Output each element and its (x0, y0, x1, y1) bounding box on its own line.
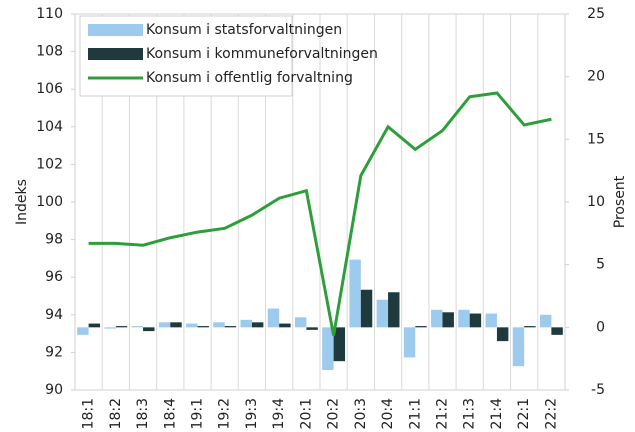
legend-swatch (88, 48, 143, 60)
bar (197, 326, 209, 328)
y-tick-label: 110 (36, 6, 63, 22)
y2-tick-label: -5 (591, 382, 605, 398)
x-tick-label: 18:3 (135, 398, 151, 429)
y2-tick-label: 20 (587, 69, 605, 85)
legend-label: Konsum i statsforvaltningen (146, 22, 342, 38)
y2-tick-label: 5 (596, 257, 605, 273)
x-tick-label: 19:3 (244, 398, 260, 429)
x-tick-label: 20:3 (353, 398, 369, 429)
bar (524, 326, 536, 328)
bar (469, 313, 482, 328)
bar (240, 319, 252, 328)
bar (333, 327, 346, 362)
bar (403, 327, 416, 358)
y-tick-label: 102 (36, 156, 63, 172)
bar (143, 327, 155, 332)
y-axis-label: Indeks (14, 179, 30, 225)
bar (158, 322, 171, 328)
y-tick-label: 100 (36, 194, 63, 210)
y-tick-label: 92 (45, 344, 63, 360)
bar (170, 322, 182, 328)
bar (415, 326, 427, 328)
x-tick-label: 21:1 (407, 398, 423, 429)
x-tick-label: 22:2 (543, 398, 559, 429)
bar (267, 308, 280, 328)
bar (294, 317, 307, 328)
bar (131, 326, 144, 328)
bar (512, 327, 525, 367)
y-tick-label: 96 (45, 269, 63, 285)
bar (306, 327, 318, 330)
bar (360, 289, 373, 328)
x-tick-label: 18:2 (108, 398, 124, 429)
bar (349, 259, 361, 328)
y-tick-label: 94 (45, 307, 63, 323)
bar (485, 313, 497, 328)
bar (104, 327, 116, 329)
y2-tick-label: 0 (596, 319, 605, 335)
bar (322, 327, 334, 370)
y-tick-label: 108 (36, 44, 63, 60)
x-tick-label: 18:4 (162, 398, 178, 430)
y-tick-label: 98 (45, 232, 63, 248)
bar (186, 323, 198, 328)
x-tick-label: 19:4 (271, 398, 287, 430)
y-tick-label: 104 (36, 119, 63, 135)
x-tick-label: 18:1 (81, 398, 97, 429)
bar (279, 323, 291, 328)
x-tick-label: 19:1 (190, 398, 206, 429)
legend-label: Konsum i kommuneforvaltningen (146, 46, 378, 62)
bar (376, 299, 389, 328)
x-tick-label: 21:4 (489, 398, 505, 430)
bar (251, 322, 264, 328)
bar (431, 309, 443, 328)
bar (224, 326, 237, 328)
bar (458, 309, 470, 328)
bar (88, 323, 101, 328)
y2-tick-label: 25 (587, 6, 605, 22)
line (88, 91, 552, 336)
bar (551, 327, 563, 335)
legend-label: Konsum i offentlig forvaltning (146, 70, 353, 86)
y2-tick-label: 10 (587, 194, 605, 210)
y-tick-label: 90 (45, 382, 63, 398)
legend-swatch (88, 24, 143, 36)
x-tick-label: 20:4 (380, 398, 396, 430)
x-tick-label: 21:3 (462, 398, 478, 429)
bar (539, 314, 552, 328)
y2-tick-label: 15 (587, 131, 605, 147)
x-tick-label: 20:1 (298, 398, 314, 429)
y-tick-label: 106 (36, 81, 63, 97)
x-tick-label: 20:2 (326, 398, 342, 429)
x-tick-label: 21:2 (435, 398, 451, 429)
x-tick-label: 22:1 (516, 398, 532, 429)
bar (213, 322, 225, 328)
y2-axis-label: Prosent (612, 175, 628, 228)
bar (115, 326, 128, 328)
x-tick-label: 19:2 (217, 398, 233, 429)
bar (388, 292, 400, 328)
bar (77, 327, 89, 335)
bar (496, 327, 509, 342)
bar (442, 312, 454, 328)
